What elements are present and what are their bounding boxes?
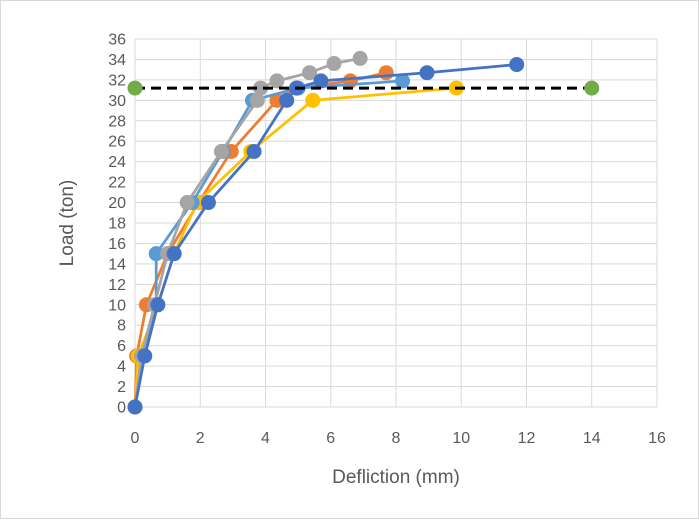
y-tick-label: 10 [108,297,126,314]
x-tick-label: 0 [131,430,140,447]
y-tick-label: 22 [108,175,126,192]
data-point [326,56,342,72]
data-point [302,65,318,81]
y-tick-label: 34 [108,52,126,69]
x-tick-label: 16 [648,430,666,447]
grid [134,38,658,408]
y-tick-label: 32 [108,72,126,89]
series-4 [127,57,525,415]
x-tick-label: 12 [518,430,536,447]
y-tick-label: 16 [108,236,126,253]
series-line [133,63,517,408]
y-axis-title: Load (ton) [57,180,78,267]
data-point [509,57,525,73]
x-tick-label: 10 [452,430,470,447]
data-point [584,80,600,96]
series-line [133,86,457,408]
y-tick-label: 14 [108,256,126,273]
x-tick-label: 2 [196,430,205,447]
y-tick-label: 8 [117,318,126,335]
series-5 [127,80,600,96]
data-point [127,80,143,96]
data-point [305,92,321,108]
y-tick-label: 36 [108,32,126,49]
y-tick-label: 12 [108,277,126,294]
data-point [166,246,182,262]
data-point [213,143,229,159]
y-tick-label: 26 [108,134,126,151]
series-layer [127,50,600,415]
data-point [179,195,195,211]
y-tick-label: 4 [117,359,126,376]
data-point [419,65,435,81]
data-point [137,348,153,364]
data-point [246,143,262,159]
data-point [200,195,216,211]
y-tick-label: 28 [108,113,126,130]
y-tick-label: 6 [117,338,126,355]
x-tick-label: 8 [392,430,401,447]
data-point [352,50,368,66]
data-point [269,73,285,89]
data-point [249,92,265,108]
y-tick-label: 0 [117,400,126,417]
x-tick-label: 6 [326,430,335,447]
data-point [150,297,166,313]
x-axis-title: Defliction (mm) [332,467,460,488]
series-0 [127,65,394,415]
y-tick-label: 2 [117,379,126,396]
data-point [279,92,295,108]
y-tick-label: 18 [108,216,126,233]
y-tick-label: 20 [108,195,126,212]
data-point [313,73,329,89]
x-tick-label: 4 [261,430,270,447]
data-point [127,399,143,415]
x-tick-label: 14 [583,430,601,447]
y-tick-label: 30 [108,93,126,110]
y-tick-label: 24 [108,154,126,171]
